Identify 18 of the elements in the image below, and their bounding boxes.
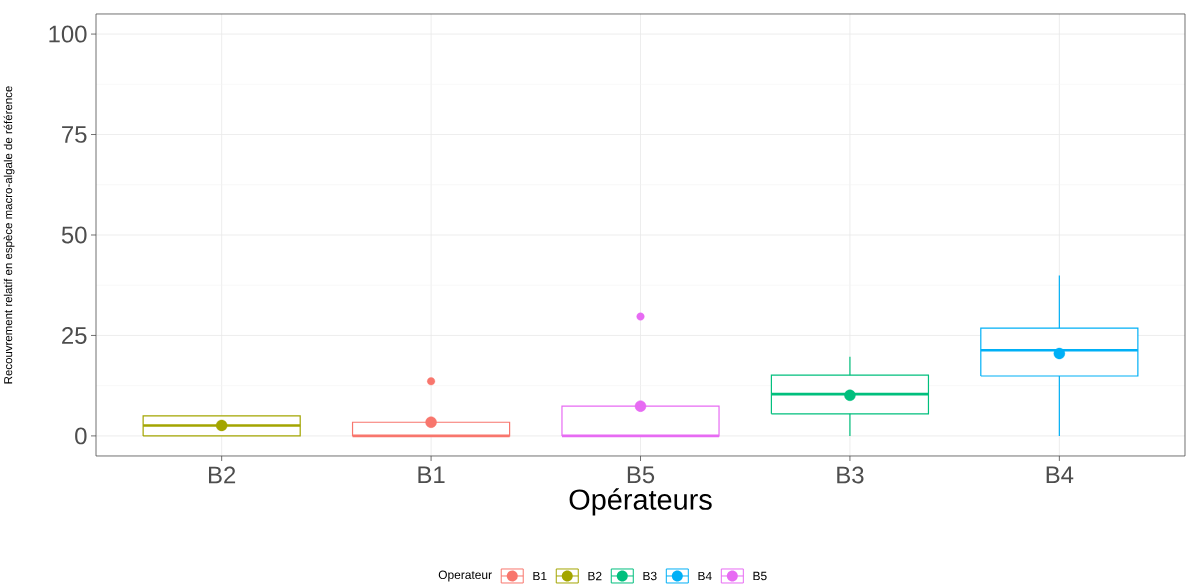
y-tick-label: 50 [61, 226, 87, 244]
y-axis-title: Recouvrement relatif en espèce macro-algale de référence [3, 86, 15, 384]
x-tick-label: B4 [1046, 466, 1074, 483]
y-tick-label: 75 [62, 126, 87, 143]
y-tick-label: 0 [75, 427, 87, 445]
y-tick-label: 25 [62, 326, 87, 344]
x-tick-label: B5 [627, 466, 655, 484]
x-axis-title: Opérateurs [569, 488, 712, 516]
y-tick-label: 100 [49, 25, 87, 43]
x-tick-label: B2 [209, 466, 236, 484]
legend-label: B5 [753, 571, 767, 581]
legend-label: B3 [643, 571, 657, 581]
x-tick-label: B3 [837, 466, 864, 484]
legend-label: B1 [533, 571, 547, 581]
legend-label: B4 [698, 571, 712, 581]
x-tick-label: B1 [418, 466, 445, 483]
legend-label: B2 [588, 571, 602, 581]
legend-title: Operateur [438, 570, 492, 582]
